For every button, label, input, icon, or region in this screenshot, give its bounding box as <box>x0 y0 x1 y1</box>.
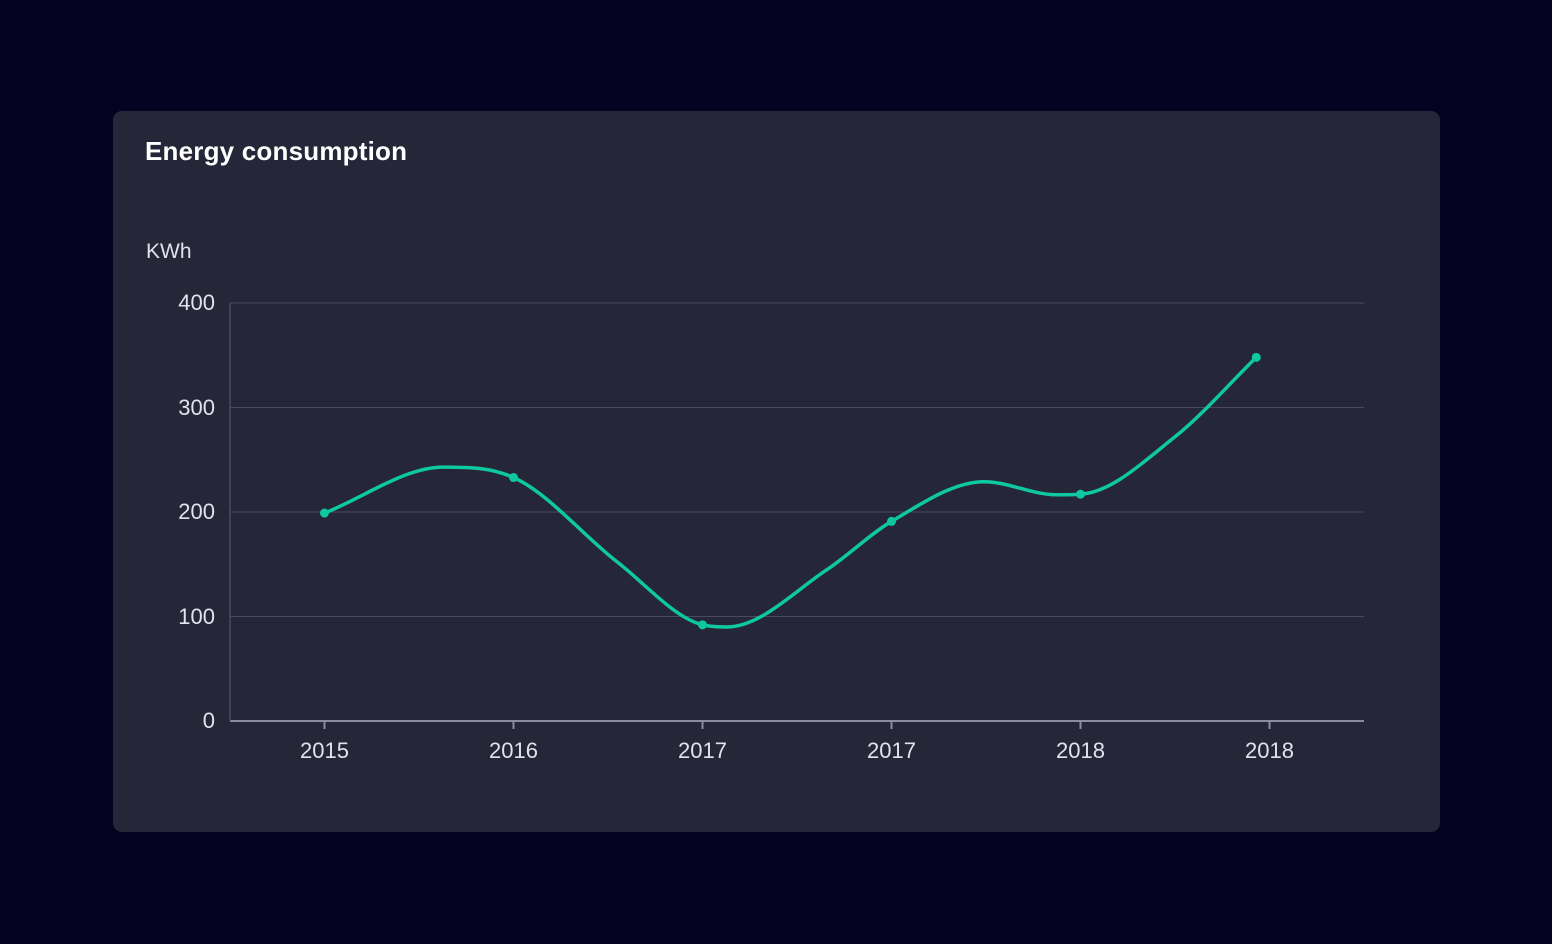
y-tick-label: 400 <box>178 290 215 315</box>
card-title: Energy consumption <box>145 136 408 166</box>
y-tick-label: 100 <box>178 603 215 629</box>
data-point[interactable] <box>509 473 518 483</box>
y-tick-label: 0 <box>202 708 215 733</box>
x-tick-label: 2017 <box>867 738 916 763</box>
y-axis-unit-label: KWh <box>146 240 192 263</box>
data-point[interactable] <box>1251 352 1261 362</box>
data-point[interactable] <box>1076 489 1085 499</box>
energy-consumption-card: Energy consumption KWh 400 300 200 100 0… <box>113 111 1440 832</box>
x-tick-label: 2017 <box>678 738 727 763</box>
x-tick-label: 2016 <box>489 738 538 763</box>
x-tick-label: 2015 <box>300 738 349 763</box>
line-chart-canvas <box>229 302 1364 729</box>
series-line <box>322 355 1259 629</box>
data-point[interactable] <box>320 508 329 518</box>
data-point[interactable] <box>698 620 707 630</box>
x-tick-label: 2018 <box>1245 738 1294 763</box>
y-tick-label: 200 <box>178 499 215 524</box>
data-point[interactable] <box>887 516 896 526</box>
x-tick-label: 2018 <box>1056 738 1105 763</box>
y-tick-label: 300 <box>178 394 215 420</box>
